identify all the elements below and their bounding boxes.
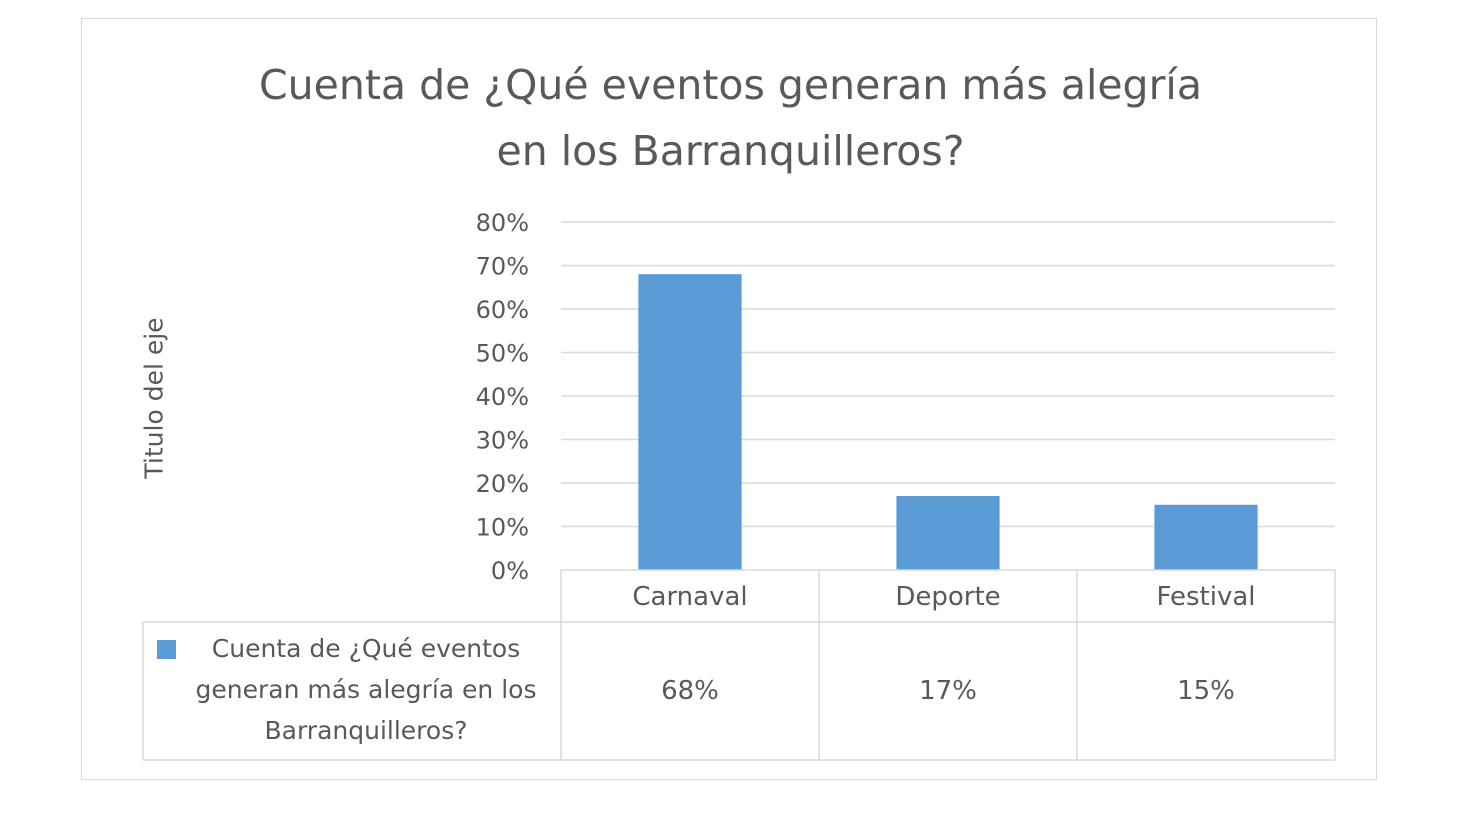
category-label-carnaval: Carnaval xyxy=(632,582,747,612)
y-tick-label: 80% xyxy=(476,209,529,237)
y-tick-label: 30% xyxy=(476,427,529,455)
y-tick-label: 70% xyxy=(476,253,529,281)
legend-label-series-1: Cuenta de ¿Qué eventos generan más alegr… xyxy=(195,634,537,745)
y-tick-label: 10% xyxy=(476,514,529,542)
data-table-value-festival: 15% xyxy=(1177,676,1235,706)
chart-title: Cuenta de ¿Qué eventos generan más alegr… xyxy=(0,52,1461,184)
category-label-festival: Festival xyxy=(1156,582,1255,612)
data-table: Carnaval 68% Deporte 17% Festival 15% xyxy=(142,569,1336,761)
data-table-value-carnaval: 68% xyxy=(661,676,719,706)
bar-festival xyxy=(1154,504,1258,570)
bar-deporte xyxy=(896,496,1000,570)
chart-title-line-1: Cuenta de ¿Qué eventos generan más alegr… xyxy=(259,61,1202,109)
data-table-value-deporte: 17% xyxy=(919,676,977,706)
y-tick-label: 40% xyxy=(476,383,529,411)
y-tick-label: 20% xyxy=(476,470,529,498)
y-axis-ticks: 0% 10% 20% 30% 40% 50% 60% 70% 80% xyxy=(476,209,529,585)
category-label-deporte: Deporte xyxy=(895,582,1000,612)
y-tick-label: 50% xyxy=(476,340,529,368)
legend-key-series-1 xyxy=(157,640,176,659)
chart-title-line-2: en los Barranquilleros? xyxy=(496,127,965,175)
bars xyxy=(638,274,1258,570)
bar-carnaval xyxy=(638,274,742,570)
y-tick-label: 60% xyxy=(476,296,529,324)
y-tick-label: 0% xyxy=(491,557,529,585)
